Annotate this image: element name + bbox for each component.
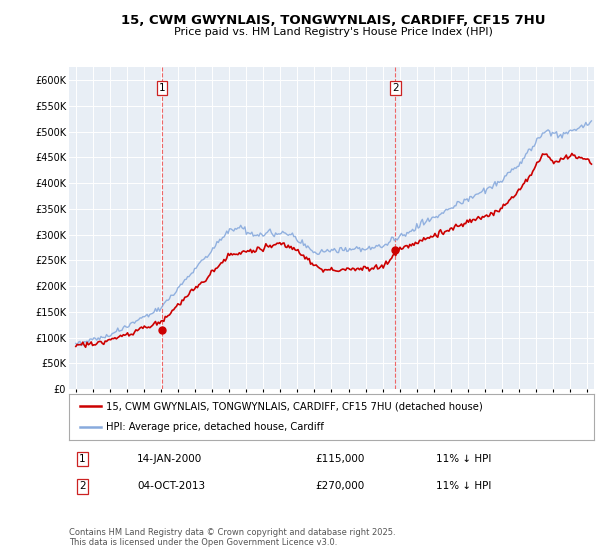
- Text: £115,000: £115,000: [316, 454, 365, 464]
- Text: Price paid vs. HM Land Registry's House Price Index (HPI): Price paid vs. HM Land Registry's House …: [173, 27, 493, 37]
- Text: 1: 1: [158, 83, 165, 93]
- Text: 15, CWM GWYNLAIS, TONGWYNLAIS, CARDIFF, CF15 7HU (detached house): 15, CWM GWYNLAIS, TONGWYNLAIS, CARDIFF, …: [106, 401, 482, 411]
- Text: 2: 2: [79, 481, 85, 491]
- Text: 1: 1: [79, 454, 85, 464]
- Text: 15, CWM GWYNLAIS, TONGWYNLAIS, CARDIFF, CF15 7HU: 15, CWM GWYNLAIS, TONGWYNLAIS, CARDIFF, …: [121, 14, 545, 27]
- Text: 11% ↓ HPI: 11% ↓ HPI: [437, 454, 492, 464]
- Text: 04-OCT-2013: 04-OCT-2013: [137, 481, 205, 491]
- Text: Contains HM Land Registry data © Crown copyright and database right 2025.
This d: Contains HM Land Registry data © Crown c…: [69, 528, 395, 548]
- Text: 2: 2: [392, 83, 399, 93]
- Text: HPI: Average price, detached house, Cardiff: HPI: Average price, detached house, Card…: [106, 422, 323, 432]
- Text: 11% ↓ HPI: 11% ↓ HPI: [437, 481, 492, 491]
- Text: 14-JAN-2000: 14-JAN-2000: [137, 454, 203, 464]
- Text: £270,000: £270,000: [316, 481, 365, 491]
